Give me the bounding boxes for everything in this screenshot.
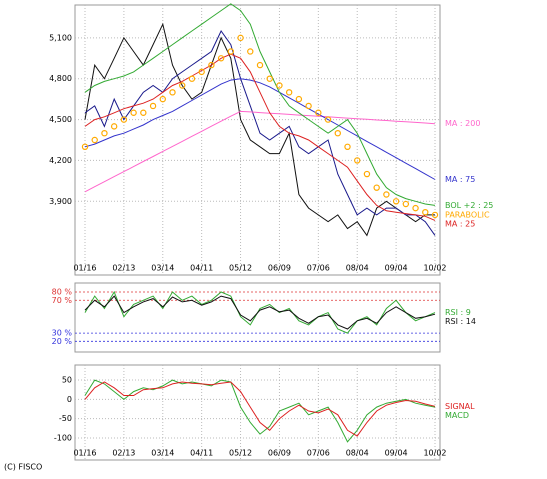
parabolic-dot: [237, 34, 244, 42]
y-tick-label: 4,200: [49, 156, 72, 165]
parabolic-dot: [266, 75, 273, 82]
parabolic-dot: [130, 109, 137, 116]
x-tick-label: 03/14: [151, 264, 174, 273]
series-line: [84, 290, 436, 334]
series-line: [84, 295, 436, 330]
parabolic-dot: [120, 116, 128, 123]
x-tick-label: 06/09: [268, 449, 291, 458]
parabolic-dot: [169, 89, 176, 96]
plot-frame: [74, 282, 441, 353]
parabolic-dot: [159, 95, 166, 103]
parabolic-dot: [149, 102, 157, 110]
parabolic-dot: [227, 48, 235, 55]
y-tick-label: 0: [67, 395, 72, 404]
parabolic-dot: [179, 82, 186, 89]
parabolic-dot: [392, 198, 400, 205]
y-tick-label: -50: [59, 414, 72, 423]
parabolic-dot: [324, 116, 332, 123]
x-tick-label: 04/11: [190, 449, 213, 458]
parabolic-dot: [422, 208, 429, 216]
y-tick-label: 70 %: [52, 296, 73, 305]
x-tick-label: 04/11: [190, 264, 213, 273]
legend-label: RSI : 9: [445, 308, 471, 317]
parabolic-dot: [285, 89, 293, 96]
series-line: [84, 3, 436, 206]
parabolic-dot: [140, 109, 147, 116]
parabolic-dot: [256, 61, 264, 69]
legend-label: RSI : 14: [445, 317, 476, 326]
x-tick-label: 05/12: [229, 449, 252, 458]
series-line: [84, 22, 435, 237]
parabolic-dot: [295, 95, 303, 103]
x-tick-label: 10/02: [423, 264, 446, 273]
series-line: [84, 78, 436, 180]
x-tick-label: 06/09: [268, 264, 291, 273]
parabolic-dot: [217, 55, 225, 62]
parabolic-dot: [402, 200, 410, 208]
legend-label: MACD: [445, 411, 469, 420]
x-tick-label: 08/04: [346, 449, 369, 458]
footer: (C) FISCO: [4, 463, 42, 472]
parabolic-dot: [101, 129, 108, 137]
y-tick-label: -100: [54, 433, 72, 442]
parabolic-dot: [363, 170, 371, 178]
parabolic-dot: [305, 102, 312, 110]
x-tick-label: 09/04: [385, 264, 408, 273]
y-tick-label: 4,800: [49, 74, 72, 83]
parabolic-dot: [198, 68, 205, 76]
y-tick-label: 5,100: [49, 33, 72, 42]
parabolic-dot: [276, 82, 283, 89]
plot-frame: [74, 364, 441, 461]
series-line: [84, 53, 436, 221]
parabolic-dot: [208, 61, 215, 69]
x-tick-label: 07/06: [307, 449, 330, 458]
series-line: [84, 110, 436, 193]
x-tick-label: 05/12: [229, 264, 252, 273]
parabolic-dot: [315, 109, 322, 116]
series-line: [84, 381, 436, 437]
y-tick-label: 4,500: [49, 115, 72, 124]
x-tick-label: 10/02: [423, 449, 446, 458]
x-tick-label: 07/06: [307, 264, 330, 273]
parabolic-dot: [110, 123, 118, 130]
y-tick-label: 80 %: [52, 288, 73, 297]
parabolic-dot: [354, 157, 361, 164]
x-tick-label: 01/16: [73, 264, 96, 273]
parabolic-dot: [383, 191, 390, 198]
plot-frame: [74, 4, 441, 276]
x-tick-label: 01/16: [73, 449, 96, 458]
parabolic-dot: [344, 143, 351, 151]
parabolic-dot: [91, 136, 98, 144]
legend-label: MA : 200: [445, 119, 480, 128]
parabolic-dot: [188, 75, 196, 82]
legend-label: PARABOLIC: [445, 210, 490, 219]
legend-label: SIGNAL: [445, 402, 475, 411]
legend-label: MA : 75: [445, 175, 475, 184]
parabolic-dot: [431, 211, 439, 219]
y-tick-label: 20 %: [52, 337, 73, 346]
parabolic-dot: [247, 48, 254, 55]
x-tick-label: 03/14: [151, 449, 174, 458]
x-tick-label: 02/13: [112, 449, 135, 458]
y-tick-label: 3,900: [49, 197, 72, 206]
parabolic-dot: [412, 204, 419, 212]
parabolic-dot: [81, 143, 89, 151]
parabolic-dot: [334, 129, 341, 137]
series-line: [84, 379, 436, 443]
legend-label: MA : 25: [445, 219, 475, 228]
y-tick-label: 30 %: [52, 329, 73, 338]
x-tick-label: 08/04: [346, 264, 369, 273]
y-tick-label: 50: [62, 376, 72, 385]
series-line: [84, 30, 436, 236]
parabolic-dot: [373, 184, 380, 191]
legend-label: BOL +2 : 25: [445, 201, 493, 210]
x-tick-label: 02/13: [112, 264, 135, 273]
x-tick-label: 09/04: [385, 449, 408, 458]
